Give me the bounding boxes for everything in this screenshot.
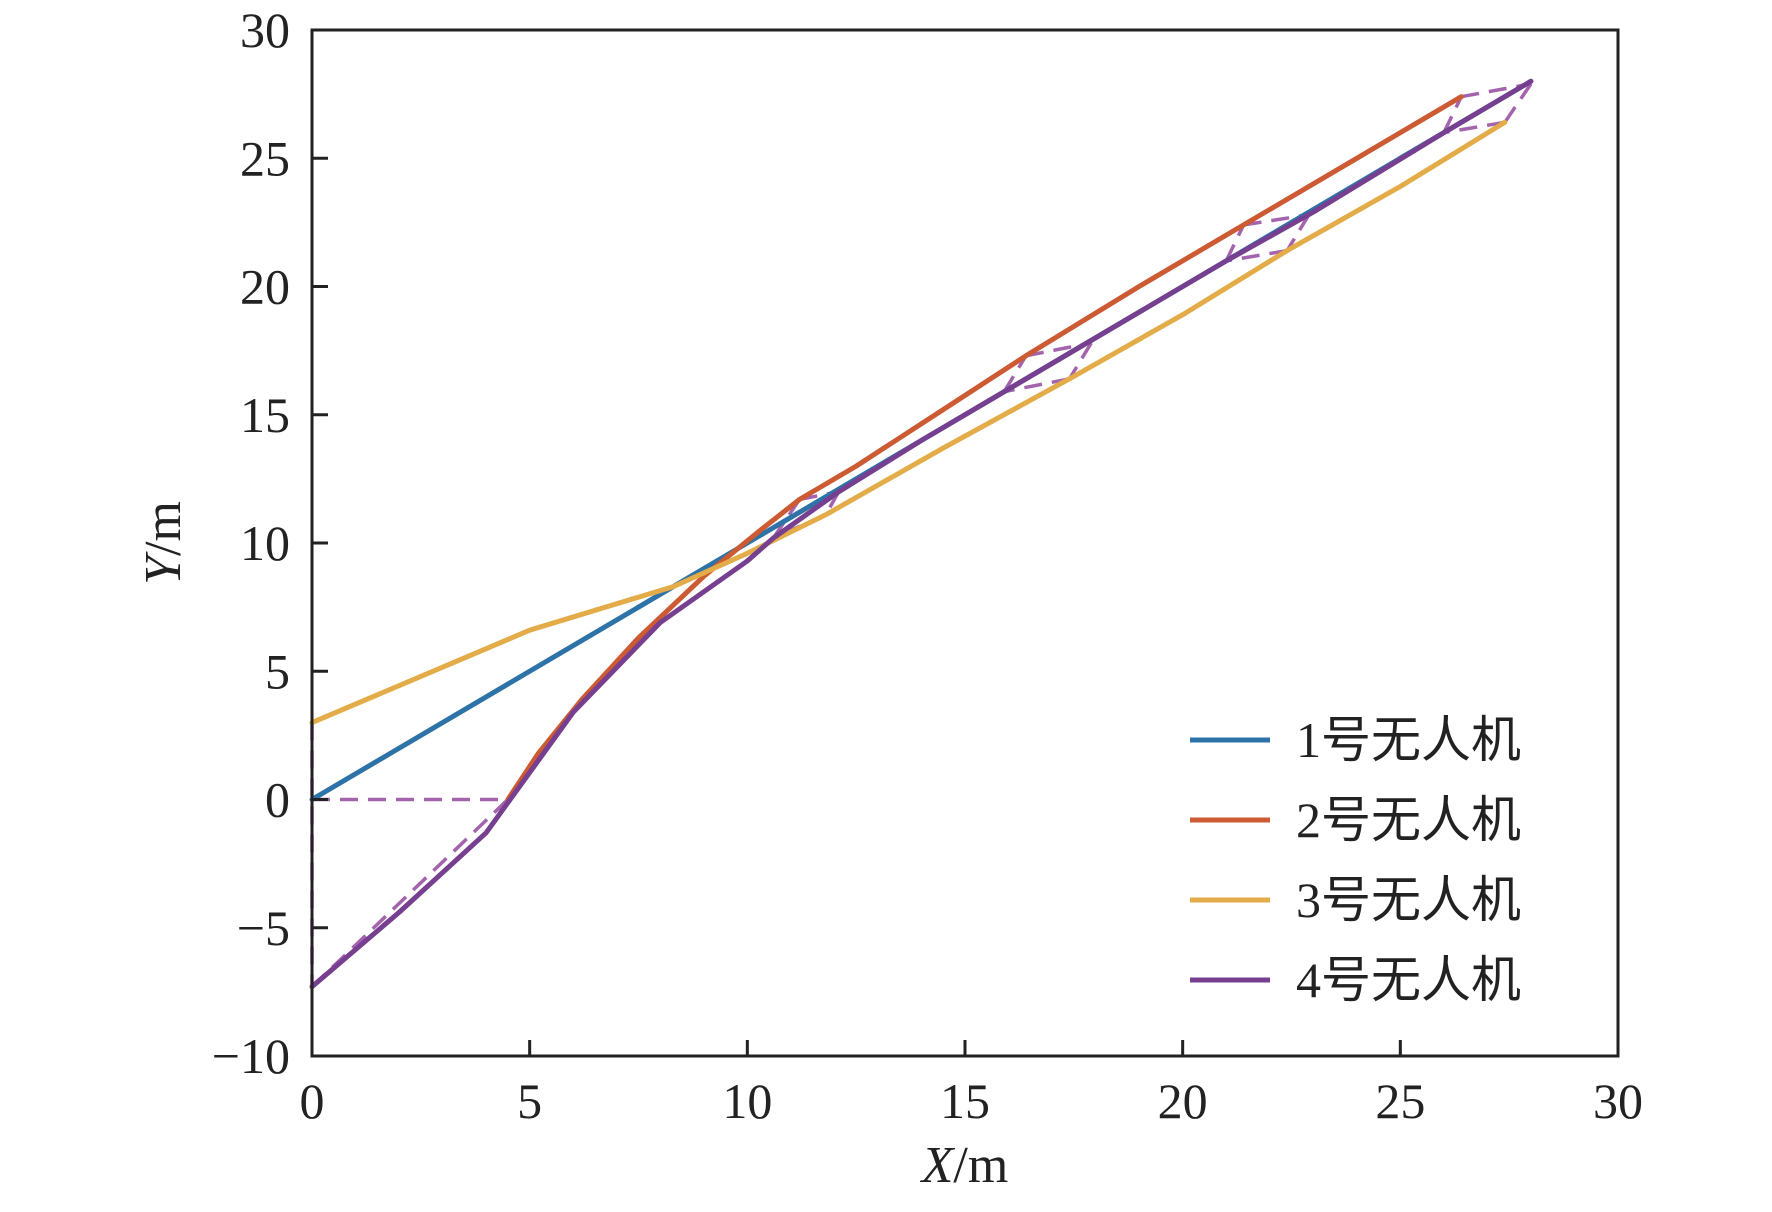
dashed-connector-14 [1225,248,1288,263]
y-tick-label: 25 [240,130,290,186]
y-tick-label: 0 [265,772,290,828]
dashed-connector-10 [1003,377,1070,394]
x-axis: 0 5 10 15 20 25 30 [300,1040,1643,1129]
legend-label-4: 4号无人机 [1296,952,1521,1008]
x-axis-label: X/m [920,1137,1009,1194]
y-axis-label: Y/m [135,501,192,585]
x-tick-label: 25 [1375,1073,1425,1129]
y-tick-label: 10 [240,515,290,571]
legend-label-3: 3号无人机 [1296,872,1521,928]
dashed-connector-11 [1224,224,1246,262]
dashed-connector-9 [1067,342,1093,380]
x-tick-label: 15 [940,1073,990,1129]
y-tick-label: −10 [212,1028,290,1084]
x-tick-label: 20 [1158,1073,1208,1129]
y-axis: −10 −5 0 5 10 15 20 25 30 [212,2,328,1084]
y-tick-label: 30 [240,2,290,58]
dashed-connector-15 [1442,95,1463,134]
x-axis-label-unit: /m [953,1137,1008,1194]
dashed-connector-12 [1243,212,1310,227]
y-axis-label-unit: /m [135,501,192,556]
y-tick-label: −5 [237,900,290,956]
x-tick-label: 0 [300,1073,325,1129]
y-axis-label-var: Y [135,551,192,585]
x-tick-label: 10 [722,1073,772,1129]
dashed-connector-7 [1002,354,1028,393]
legend: 1号无人机 2号无人机 3号无人机 4号无人机 [1190,712,1521,1008]
formation-connectors [310,82,1533,989]
dashed-connector-18 [1443,120,1506,135]
series-line-2 [505,94,1464,802]
dashed-connector-8 [1025,341,1092,358]
x-tick-label: 30 [1593,1073,1643,1129]
series-lines [309,78,1534,990]
dashed-connector-2 [310,798,510,989]
dashed-connector-17 [1503,82,1533,124]
y-tick-label: 20 [240,259,290,315]
series-line-3 [309,119,1508,726]
dashed-connector-13 [1285,213,1311,252]
y-tick-label: 5 [265,643,290,699]
x-axis-label-var: X [920,1137,956,1194]
x-tick-label: 5 [517,1073,542,1129]
legend-label-2: 2号无人机 [1296,792,1521,848]
series-line-4 [309,78,1534,990]
legend-label-1: 1号无人机 [1296,712,1521,768]
y-tick-label: 15 [240,387,290,443]
